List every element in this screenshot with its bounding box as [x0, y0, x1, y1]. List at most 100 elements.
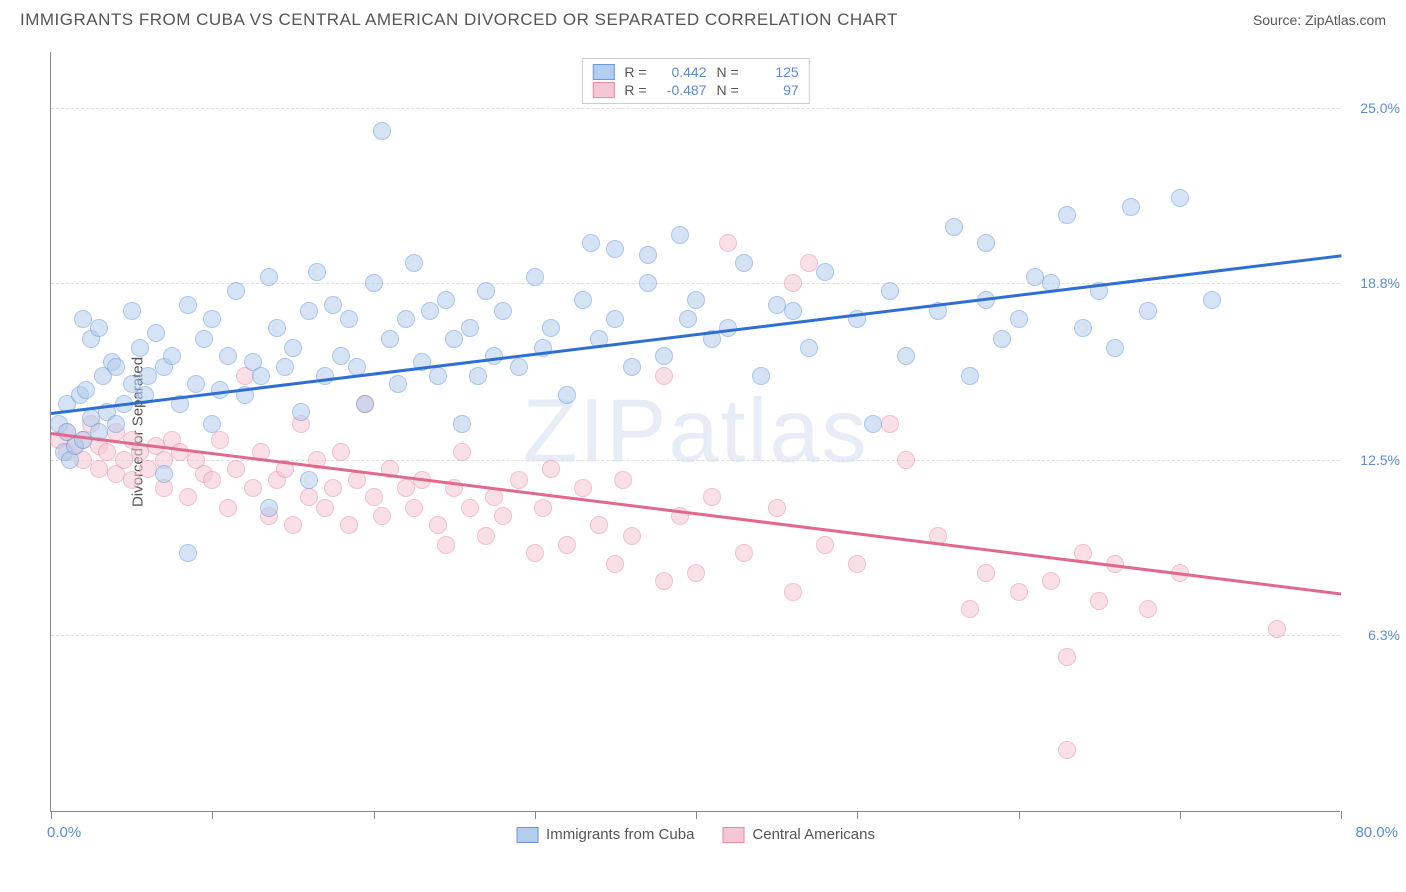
central-point [340, 516, 358, 534]
x-tick [1341, 811, 1342, 819]
cuba-point [90, 319, 108, 337]
cuba-point [203, 310, 221, 328]
cuba-point [864, 415, 882, 433]
central-point [574, 479, 592, 497]
cuba-point [107, 358, 125, 376]
cuba-point [324, 296, 342, 314]
cuba-point [1171, 189, 1189, 207]
scatter-chart: ZIPatlas Divorced or Separated 6.3%12.5%… [50, 52, 1340, 812]
y-tick-label: 6.3% [1368, 627, 1400, 643]
cuba-r-value: 0.442 [657, 64, 707, 80]
cuba-trendline [51, 255, 1341, 415]
cuba-point [461, 319, 479, 337]
y-tick-label: 18.8% [1360, 275, 1400, 291]
central-point [614, 471, 632, 489]
central-point [703, 488, 721, 506]
cuba-point [179, 544, 197, 562]
cuba-point [945, 218, 963, 236]
cuba-point [437, 291, 455, 309]
central-point [784, 274, 802, 292]
central-point [179, 488, 197, 506]
central-r-value: -0.487 [657, 82, 707, 98]
central-point [590, 516, 608, 534]
x-tick [51, 811, 52, 819]
central-point [397, 479, 415, 497]
cuba-point [606, 310, 624, 328]
cuba-point [881, 282, 899, 300]
cuba-point [1010, 310, 1028, 328]
cuba-point [477, 282, 495, 300]
central-point [373, 507, 391, 525]
central-point [1042, 572, 1060, 590]
central-point [719, 234, 737, 252]
x-tick [212, 811, 213, 819]
central-point [1090, 592, 1108, 610]
central-point [123, 471, 141, 489]
cuba-point [316, 367, 334, 385]
central-point [211, 431, 229, 449]
x-axis-start: 0.0% [47, 824, 81, 841]
cuba-point [687, 291, 705, 309]
cuba-point [1122, 198, 1140, 216]
central-point [623, 527, 641, 545]
cuba-point [308, 263, 326, 281]
central-point [300, 488, 318, 506]
central-point [477, 527, 495, 545]
central-point [453, 443, 471, 461]
cuba-point [655, 347, 673, 365]
n-label: N = [717, 64, 739, 80]
gridline [51, 460, 1340, 461]
y-tick-label: 12.5% [1360, 452, 1400, 468]
cuba-point [365, 274, 383, 292]
cuba-point [993, 330, 1011, 348]
cuba-point [131, 339, 149, 357]
cuba-point [800, 339, 818, 357]
central-point [534, 499, 552, 517]
cuba-point [219, 347, 237, 365]
gridline [51, 108, 1340, 109]
cuba-point [421, 302, 439, 320]
cuba-point [77, 381, 95, 399]
cuba-point [147, 324, 165, 342]
central-point [655, 367, 673, 385]
central-point [348, 471, 366, 489]
chart-source: Source: ZipAtlas.com [1253, 12, 1386, 28]
central-point [227, 460, 245, 478]
cuba-point [510, 358, 528, 376]
central-n-value: 97 [749, 82, 799, 98]
cuba-point [300, 302, 318, 320]
cuba-point [679, 310, 697, 328]
cuba-point [163, 347, 181, 365]
central-point [655, 572, 673, 590]
cuba-point [260, 268, 278, 286]
chart-header: IMMIGRANTS FROM CUBA VS CENTRAL AMERICAN… [0, 0, 1406, 38]
cuba-point [179, 296, 197, 314]
swatch-central [722, 827, 744, 843]
gridline [51, 635, 1340, 636]
cuba-point [445, 330, 463, 348]
central-point [244, 479, 262, 497]
cuba-point [977, 234, 995, 252]
central-point [316, 499, 334, 517]
central-point [437, 536, 455, 554]
central-point [429, 516, 447, 534]
cuba-point [639, 274, 657, 292]
central-point [784, 583, 802, 601]
legend-row-central: R = -0.487 N = 97 [592, 81, 798, 99]
cuba-point [429, 367, 447, 385]
cuba-point [356, 395, 374, 413]
central-point [494, 507, 512, 525]
central-point [405, 499, 423, 517]
cuba-point [107, 415, 125, 433]
central-point [1010, 583, 1028, 601]
cuba-point [1139, 302, 1157, 320]
swatch-cuba [592, 64, 614, 80]
cuba-point [1106, 339, 1124, 357]
central-point [332, 443, 350, 461]
central-point [461, 499, 479, 517]
central-point [687, 564, 705, 582]
cuba-point [735, 254, 753, 272]
cuba-point [582, 234, 600, 252]
cuba-point [195, 330, 213, 348]
x-tick [857, 811, 858, 819]
